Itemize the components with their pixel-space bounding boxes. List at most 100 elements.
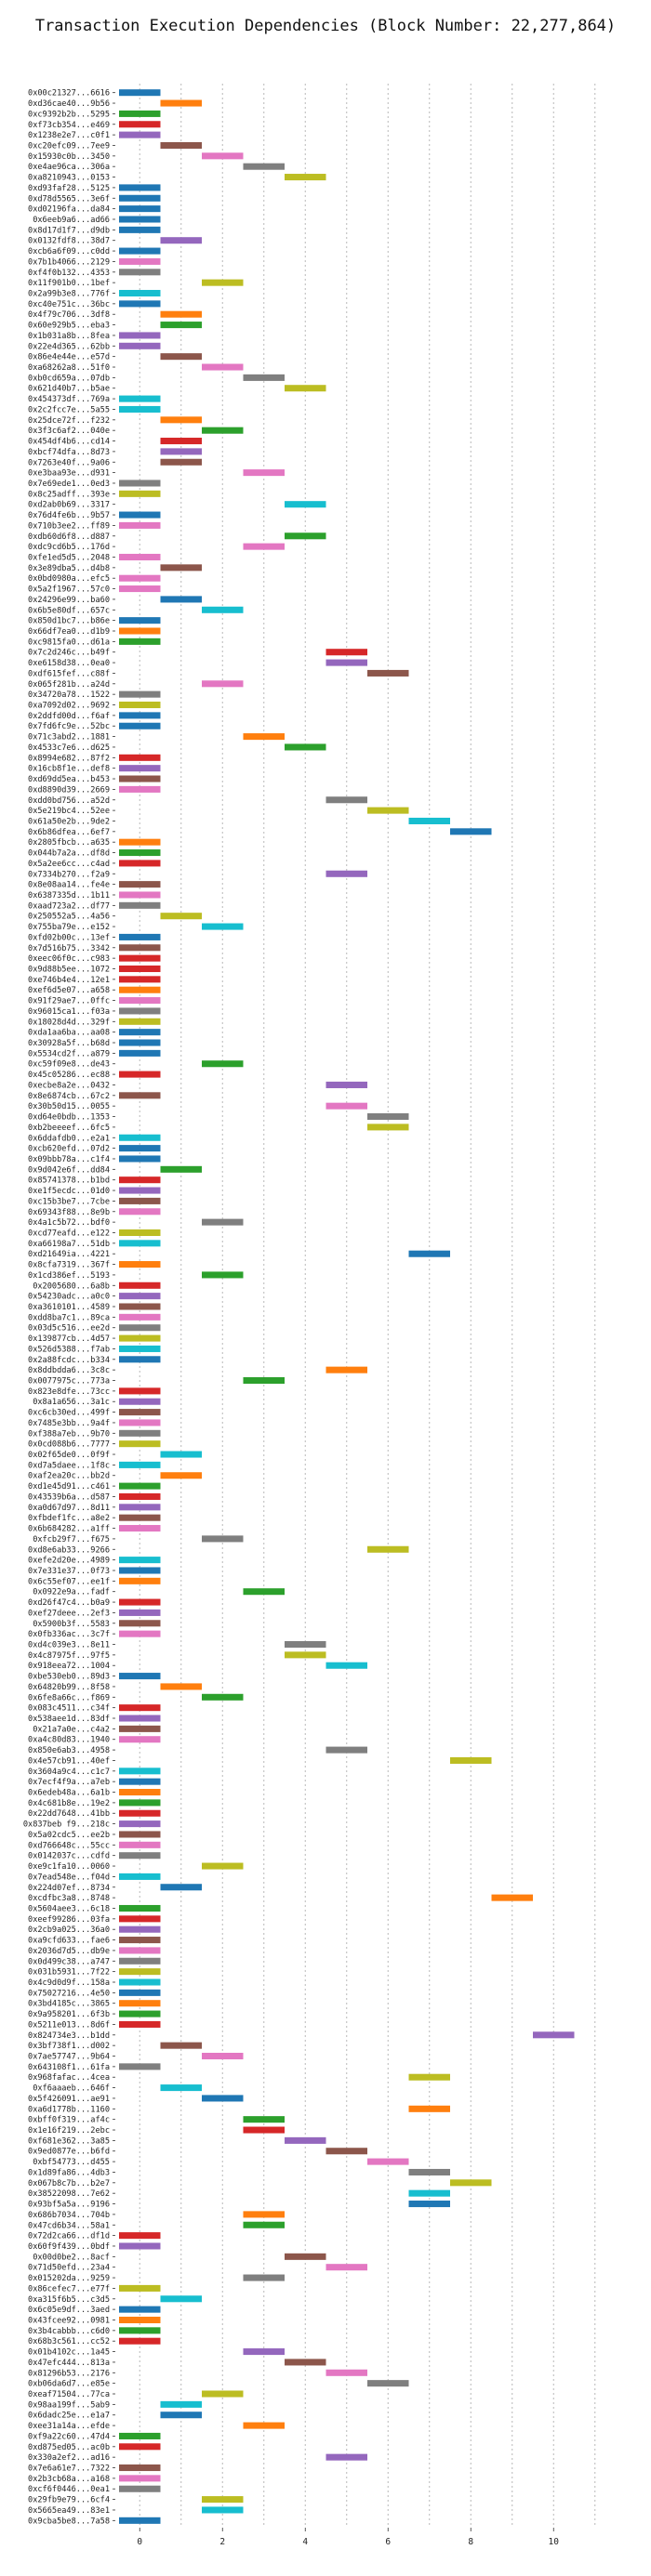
bar [119,1208,161,1216]
bar [450,828,492,835]
bar [119,1514,161,1521]
y-tick-label: 0x015202da...9259 [28,2274,110,2283]
y-tick-label: 0xecbe8a2e...0432 [28,1081,110,1090]
bar [119,1303,161,1310]
bar [243,1588,285,1596]
bar [285,2136,326,2144]
y-tick-label: 0x7ae57747...9b64 [28,2053,110,2062]
bar [119,1873,161,1880]
y-tick-label: 0xcb6a6f09...c0dd [28,247,110,256]
bar [450,1756,492,1764]
bar [119,1492,161,1500]
x-tick-labels: 0 2 4 6 8 10 [137,2528,559,2547]
y-tick-label: 0x5e219bc4...52ee [28,807,110,816]
y-tick-label: 0xcf6f0446...0ea1 [28,2485,110,2494]
bar [285,501,326,508]
y-tick-label: 0xa6d1778b...1160 [28,2105,110,2114]
bar [119,2475,161,2482]
y-tick-label: 0x21a7a0e...c4a2 [33,1725,110,1734]
y-tick-label: 0xdf615fef...c88f [28,669,110,678]
y-tick-label: 0x6eeb9a6...ad66 [33,216,110,225]
y-tick-label: 0xbff0f319...af4c [28,2116,110,2125]
y-tick-label: 0x9cba5be8...7a58 [28,2517,110,2526]
y-tick-label: 0xaf2ea20c...bb2d [28,1472,110,1481]
y-tick-label: 0x8cfa7319...367f [28,1261,110,1270]
y-tick-label: 0x9ed0877e...b6fd [28,2148,110,2157]
bar [119,1334,161,1342]
bar [160,564,202,572]
bar [119,690,161,698]
bar [202,1862,244,1870]
bar [119,1197,161,1204]
y-tick-label: 0x1e16f219...2ebc [28,2126,110,2136]
y-tick-label: 0x3b4cabbb...c6d0 [28,2327,110,2336]
y-tick-label: 0x0bd0980a...efc5 [28,574,110,584]
bar [119,574,161,582]
y-tick-label: 0x083c4511...c34f [28,1704,110,1714]
y-tick-label: 0x4c681b8e...19e2 [28,1799,110,1808]
bar [119,184,161,191]
bar [119,1007,161,1015]
bar [119,1145,161,1152]
bar [119,1778,161,1785]
y-tick-label: 0x7e331e37...0f73 [28,1567,110,1576]
bar [119,1809,161,1817]
y-tick-label: 0xef27deee...2ef3 [28,1609,110,1618]
bar [367,2158,409,2165]
y-tick-label: 0x918eea72...1004 [28,1662,110,1671]
bar [160,458,202,466]
y-tick-label: 0x526d5388...f7ab [28,1345,110,1354]
y-tick-label: 0x4a1c5b72...bdf0 [28,1218,110,1228]
y-tick-label: 0x7e69ede1...0ed3 [28,480,110,489]
bar [119,89,161,97]
bar [119,1736,161,1743]
y-tick-label: 0x3f3c6af2...040e [28,427,110,436]
bar [119,785,161,793]
y-tick-label: 0x3bf738f1...d002 [28,2042,110,2051]
bar [119,1937,161,1944]
bar [119,627,161,635]
y-tick-label: 0x6c05e9df...3aed [28,2306,110,2315]
y-tick-label: 0x044b7a2a...df8d [28,849,110,859]
y-tick-label: 0x54230adc...a0c0 [28,1293,110,1302]
bars-layer [119,89,575,2524]
bar [119,1293,161,1300]
y-tick-label: 0xfbdef1fc...a8e2 [28,1514,110,1523]
bar [119,1356,161,1363]
y-tick-label: 0xdc9cd6b5...176d [28,543,110,552]
y-tick-label: 0x0cd088b6...7777 [28,1440,110,1450]
bar [119,1831,161,1838]
bar [326,1102,367,1110]
bar [367,1113,409,1121]
y-tick-label: 0x4f79c706...3df8 [28,310,110,320]
y-tick-label: 0x2a99b3e8...776f [28,290,110,299]
bar [119,131,161,138]
y-tick-label: 0x2805fbcb...a635 [28,838,110,848]
y-tick-label: 0x2005680...6a8b [33,1281,110,1291]
bar [119,838,161,846]
y-tick-label: 0x0922e9a...fadf [33,1588,110,1597]
bar [119,1313,161,1321]
bar [408,2168,450,2175]
bar [119,1525,161,1532]
chart-title: Transaction Execution Dependencies (Bloc… [34,17,617,35]
bar [119,1978,161,1986]
y-tick-label: 0x1b031a8b...8fea [28,332,110,341]
y-tick-label: 0x4533c7e6...d625 [28,743,110,753]
bar [119,722,161,729]
bar [119,1240,161,1247]
bar [160,448,202,455]
bar [243,2126,285,2134]
bar [119,1155,161,1163]
y-tick-label: 0xa68262a8...51f0 [28,363,110,373]
bar [408,817,450,824]
y-tick-label: 0x686b7034...704b [28,2211,110,2220]
bar [160,2084,202,2092]
y-tick-label: 0x3604a9c4...c1c7 [28,1768,110,1777]
y-tick-label: 0x710b3ee2...ff89 [28,521,110,531]
y-tick-label: 0xeec06f0c...c983 [28,954,110,964]
bar [285,1651,326,1659]
bar [119,1799,161,1807]
bar [119,226,161,233]
